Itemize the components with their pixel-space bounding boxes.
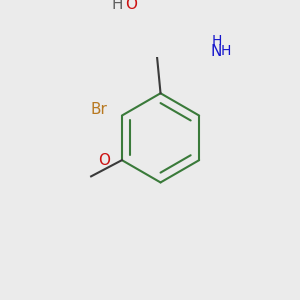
Text: N: N bbox=[211, 44, 222, 59]
Polygon shape bbox=[157, 45, 205, 54]
Text: Br: Br bbox=[91, 102, 108, 117]
Text: H: H bbox=[112, 0, 123, 12]
Text: O: O bbox=[125, 0, 137, 12]
Text: O: O bbox=[98, 153, 110, 168]
Text: H: H bbox=[211, 34, 222, 48]
Text: H: H bbox=[220, 44, 231, 58]
